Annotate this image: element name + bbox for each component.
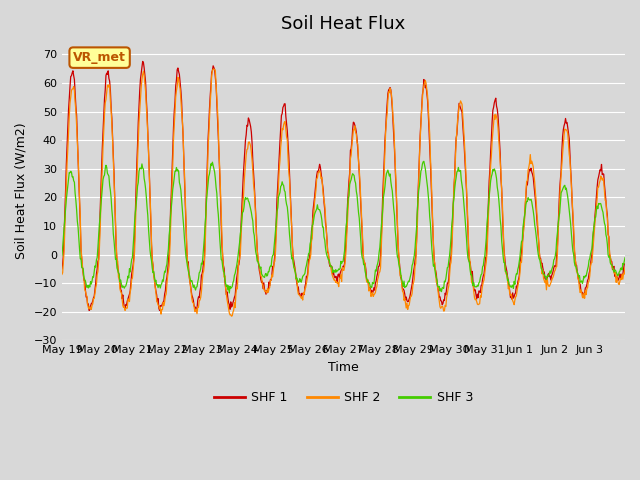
Line: SHF 3: SHF 3	[62, 161, 625, 293]
SHF 1	[278, 111, 286, 117]
SHF 2	[229, 309, 237, 315]
SHF 2	[210, 66, 218, 72]
Legend: SHF 1, SHF 2, SHF 3: SHF 1, SHF 2, SHF 3	[209, 386, 478, 409]
Line: SHF 1: SHF 1	[62, 61, 625, 312]
SHF 3	[58, 253, 66, 259]
SHF 3	[228, 284, 236, 289]
SHF 2	[278, 126, 286, 132]
SHF 3	[256, 266, 264, 272]
SHF 2	[435, 292, 442, 298]
SHF 3	[225, 290, 233, 296]
SHF 2	[58, 272, 66, 277]
SHF 3	[278, 182, 285, 188]
SHF 1	[229, 300, 237, 305]
SHF 1	[403, 298, 411, 303]
SHF 2	[257, 273, 265, 279]
SHF 1	[58, 266, 66, 272]
Title: Soil Heat Flux: Soil Heat Flux	[282, 15, 406, 33]
Text: VR_met: VR_met	[73, 51, 126, 64]
X-axis label: Time: Time	[328, 361, 359, 374]
SHF 3	[403, 284, 410, 289]
SHF 3	[621, 255, 629, 261]
SHF 2	[621, 265, 629, 271]
SHF 3	[420, 158, 428, 164]
SHF 1	[193, 309, 200, 314]
SHF 3	[124, 273, 132, 279]
Line: SHF 2: SHF 2	[62, 69, 625, 316]
SHF 1	[435, 288, 442, 294]
SHF 1	[621, 261, 629, 267]
SHF 1	[257, 276, 265, 282]
SHF 2	[124, 296, 132, 302]
SHF 1	[139, 59, 147, 64]
SHF 2	[403, 300, 411, 306]
SHF 2	[228, 313, 236, 319]
Y-axis label: Soil Heat Flux (W/m2): Soil Heat Flux (W/m2)	[15, 122, 28, 259]
SHF 3	[435, 284, 442, 290]
SHF 1	[124, 296, 132, 302]
